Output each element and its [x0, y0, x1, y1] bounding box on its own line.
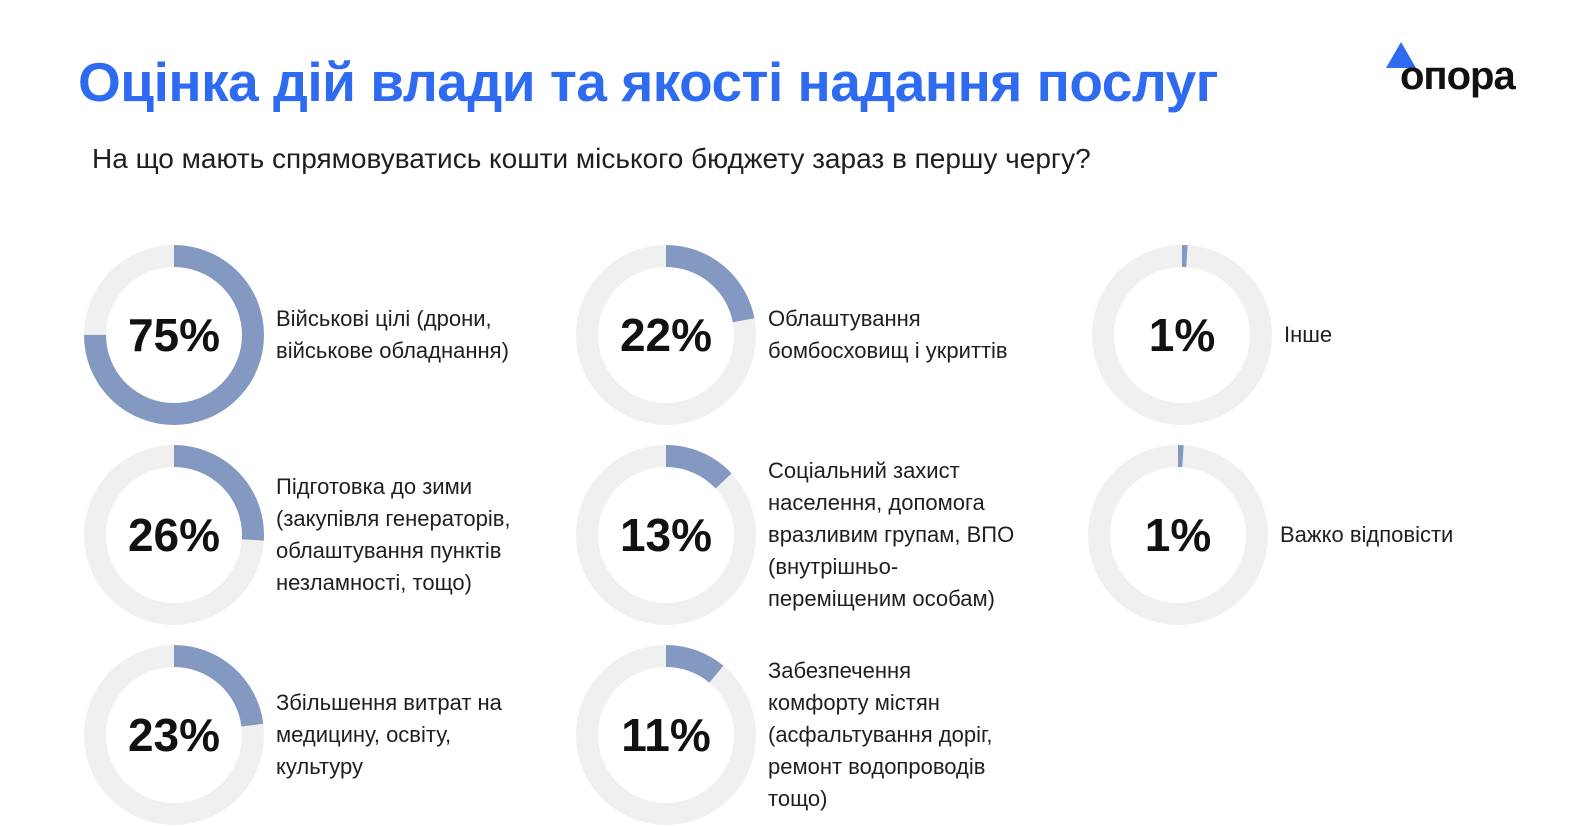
- category-label: Збільшення витрат на медицину, освіту, к…: [276, 690, 502, 779]
- donut-value-arc: [576, 245, 756, 425]
- category-label: Військові цілі (дрони, військове обладна…: [276, 306, 509, 363]
- value-label: 22%: [619, 309, 713, 361]
- donut-chart: [84, 445, 264, 625]
- value-label: 13%: [619, 509, 713, 561]
- donut-value-arc: [576, 645, 756, 825]
- page-subtitle: На що мають спрямовуватись кошти міськог…: [92, 143, 1091, 174]
- value-label: 11%: [621, 709, 711, 761]
- donut-value-arc: [576, 445, 756, 625]
- page-title: Оцінка дій влади та якості надання послу…: [78, 51, 1219, 113]
- donut-value-arc: [84, 245, 264, 425]
- value-label: 23%: [127, 709, 221, 761]
- opora-logo: опора: [1386, 42, 1536, 102]
- category-label: Соціальний захист населення, допомога вр…: [768, 458, 1015, 611]
- donut-chart: [576, 645, 756, 825]
- donut-chart: [576, 445, 756, 625]
- category-label: Забезпечення комфорту містян (асфальтува…: [768, 658, 993, 811]
- donut-value-arc: [1092, 245, 1272, 425]
- donut-value-arc: [1088, 445, 1268, 625]
- logo-triangle-icon: [1386, 42, 1416, 68]
- donut-chart: [84, 645, 264, 825]
- category-label: Важко відповісти: [1280, 522, 1454, 547]
- value-label: 26%: [127, 509, 221, 561]
- category-label: Підготовка до зими (закупівля генераторі…: [276, 474, 511, 595]
- category-label: Облаштування бомбосховищ і укриттів: [768, 306, 1008, 363]
- logo-text: опора: [1400, 54, 1516, 98]
- value-label: 75%: [127, 309, 221, 361]
- donut-chart: [84, 245, 264, 425]
- value-label: 1%: [1148, 309, 1216, 361]
- donut-chart: [1092, 245, 1272, 425]
- donut-value-arc: [84, 445, 264, 625]
- category-label: Інше: [1284, 322, 1333, 347]
- value-label: 1%: [1144, 509, 1212, 561]
- donut-value-arc: [84, 645, 264, 825]
- donut-chart: [1088, 445, 1268, 625]
- donut-chart: [576, 245, 756, 425]
